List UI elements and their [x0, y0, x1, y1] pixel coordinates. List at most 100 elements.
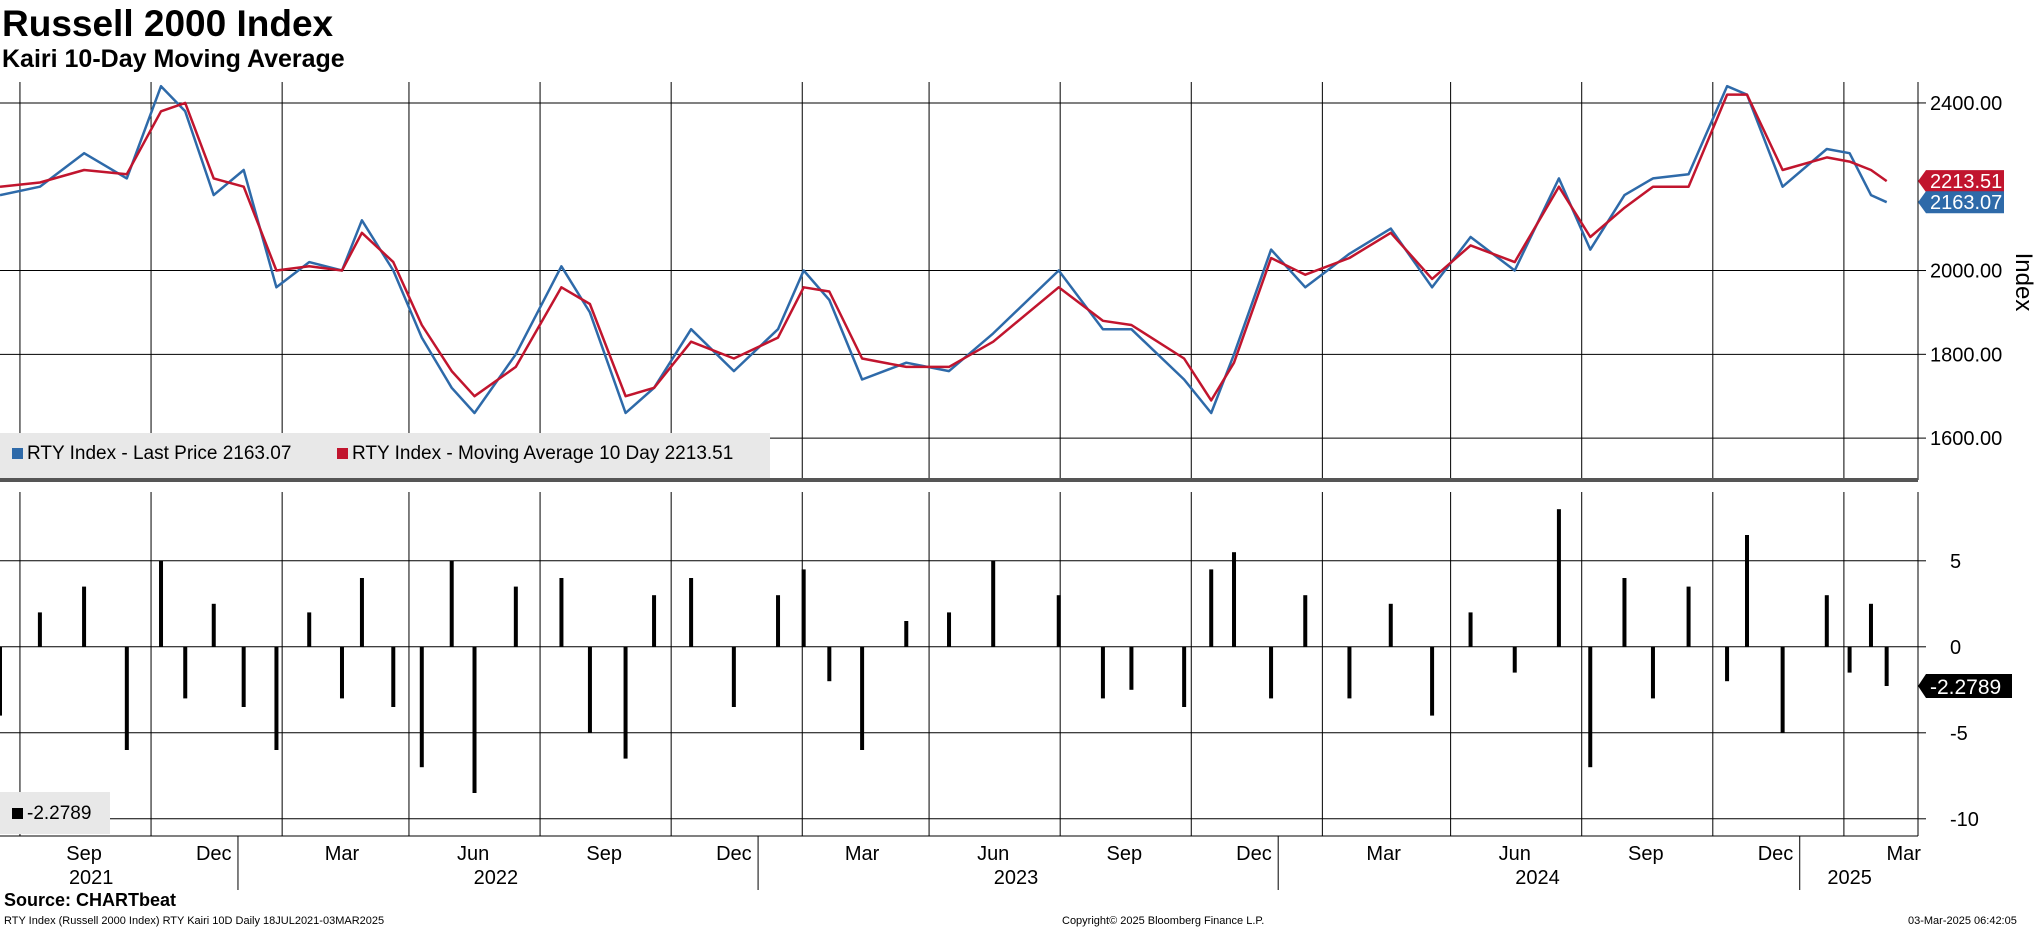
x-tick-label-month: Mar — [845, 843, 880, 865]
x-tick-label-month: Dec — [1758, 843, 1794, 865]
legend-swatch-black — [12, 808, 23, 820]
x-tick-label-year: 2022 — [474, 867, 519, 889]
kairi-bar — [860, 646, 865, 750]
kairi-bar — [827, 646, 832, 682]
kairi-bar — [1388, 603, 1393, 647]
kairi-bar — [904, 621, 909, 647]
kairi-bar — [1269, 646, 1274, 699]
kairi-bar — [159, 560, 164, 647]
legend-swatch-red — [337, 448, 348, 460]
kairi-bar — [1182, 646, 1187, 707]
kairi-bar — [1686, 586, 1691, 647]
legend-label-moving-average: RTY Index - Moving Average 10 Day 2213.5… — [352, 443, 734, 464]
kairi-y-tick-label: 0 — [1950, 637, 1961, 659]
legend-item-last-price: RTY Index - Last Price 2163.07 — [12, 443, 291, 465]
last-price-line — [0, 84, 1888, 415]
kairi-bar — [183, 646, 188, 699]
chart-subtitle: Kairi 10-Day Moving Average — [2, 45, 345, 73]
x-tick-label-year: 2021 — [69, 867, 114, 889]
kairi-bar — [587, 646, 592, 733]
kairi-bar — [274, 646, 279, 750]
kairi-bar — [1556, 509, 1561, 647]
kairi-bar — [1650, 646, 1655, 699]
kairi-bar — [1430, 646, 1435, 716]
x-tick-label-month: Mar — [1366, 843, 1401, 865]
kairi-bar — [37, 612, 42, 647]
x-tick-label-month: Sep — [66, 843, 102, 865]
legend-label-kairi: -2.2789 — [27, 803, 92, 824]
kairi-bar — [1468, 612, 1473, 647]
x-tick-label-month: Jun — [977, 843, 1009, 865]
moving-average-value-tag-text: 2213.51 — [1930, 171, 2002, 193]
x-tick-label-month: Mar — [325, 843, 360, 865]
chart-title: Russell 2000 Index — [2, 3, 334, 44]
kairi-bar — [1303, 595, 1308, 647]
x-tick-label-month: Jun — [457, 843, 489, 865]
kairi-bar — [947, 612, 952, 647]
x-tick-label-month: Dec — [1236, 843, 1272, 865]
kairi-bar — [449, 560, 454, 647]
x-tick-label-month: Dec — [716, 843, 752, 865]
kairi-bar — [559, 578, 564, 647]
kairi-bar — [513, 586, 518, 647]
footer-left: RTY Index (Russell 2000 Index) RTY Kairi… — [4, 915, 385, 927]
kairi-bar — [391, 646, 396, 707]
kairi-bar — [472, 646, 477, 793]
kairi-bar — [82, 586, 87, 647]
kairi-bar — [689, 578, 694, 647]
x-tick-label-month: Sep — [1106, 843, 1142, 865]
kairi-bar — [731, 646, 736, 707]
last-price-value-tag — [1918, 191, 2004, 214]
price-y-tick-label: 1600.00 — [1930, 428, 2002, 450]
kairi-bar — [307, 612, 312, 647]
kairi-bar — [1056, 595, 1061, 647]
kairi-value-tag-text: -2.2789 — [1930, 676, 2001, 699]
legend-swatch-blue — [12, 448, 23, 460]
kairi-bar — [652, 595, 657, 647]
kairi-bar — [339, 646, 344, 699]
kairi-bar — [1100, 646, 1105, 699]
kairi-bar — [1725, 646, 1730, 682]
source-label: Source: CHARTbeat — [4, 890, 177, 910]
kairi-y-tick-label: 5 — [1950, 551, 1961, 573]
price-y-axis-label: Index — [2010, 253, 2037, 312]
kairi-bar — [359, 578, 364, 647]
x-tick-label-month: Jun — [1499, 843, 1531, 865]
kairi-bar — [1232, 552, 1237, 647]
kairi-bar — [623, 646, 628, 759]
kairi-bar — [1847, 646, 1852, 673]
kairi-value-tag — [1918, 673, 2012, 698]
kairi-bar — [801, 569, 806, 647]
kairi-y-tick-label: -5 — [1950, 723, 1968, 745]
price-legend: RTY Index - Last Price 2163.07 RTY Index… — [0, 433, 770, 478]
kairi-bar — [211, 603, 216, 647]
legend-item-moving-average: RTY Index - Moving Average 10 Day 2213.5… — [337, 443, 733, 465]
kairi-bar — [1347, 646, 1352, 699]
kairi-bar — [991, 560, 996, 647]
kairi-bar — [1129, 646, 1134, 690]
x-tick-label-month: Dec — [196, 843, 232, 865]
kairi-bar — [1884, 646, 1889, 686]
kairi-bar — [1868, 603, 1873, 647]
moving-average-value-tag — [1918, 170, 2004, 193]
kairi-bar — [0, 646, 2, 716]
moving-average-line — [0, 93, 1888, 402]
kairi-bar — [1512, 646, 1517, 673]
kairi-bar — [1780, 646, 1785, 733]
kairi-bar — [1622, 578, 1627, 647]
kairi-bar — [776, 595, 781, 647]
legend-item-kairi: -2.2789 — [12, 803, 91, 825]
last-price-value-tag-text: 2163.07 — [1930, 192, 2002, 214]
kairi-bar — [1745, 535, 1750, 647]
kairi-legend: -2.2789 — [0, 792, 110, 834]
kairi-bar — [1209, 569, 1214, 647]
kairi-bar — [1588, 646, 1593, 768]
footer-center: Copyright© 2025 Bloomberg Finance L.P. — [1062, 915, 1265, 927]
x-tick-label-month: Mar — [1887, 843, 1922, 865]
x-tick-label-year: 2025 — [1827, 867, 1872, 889]
x-tick-label-year: 2024 — [1515, 867, 1560, 889]
kairi-y-tick-label: -10 — [1950, 809, 1979, 831]
price-y-tick-label: 2000.00 — [1930, 261, 2002, 283]
footer-right: 03-Mar-2025 06:42:05 — [1908, 915, 2017, 927]
